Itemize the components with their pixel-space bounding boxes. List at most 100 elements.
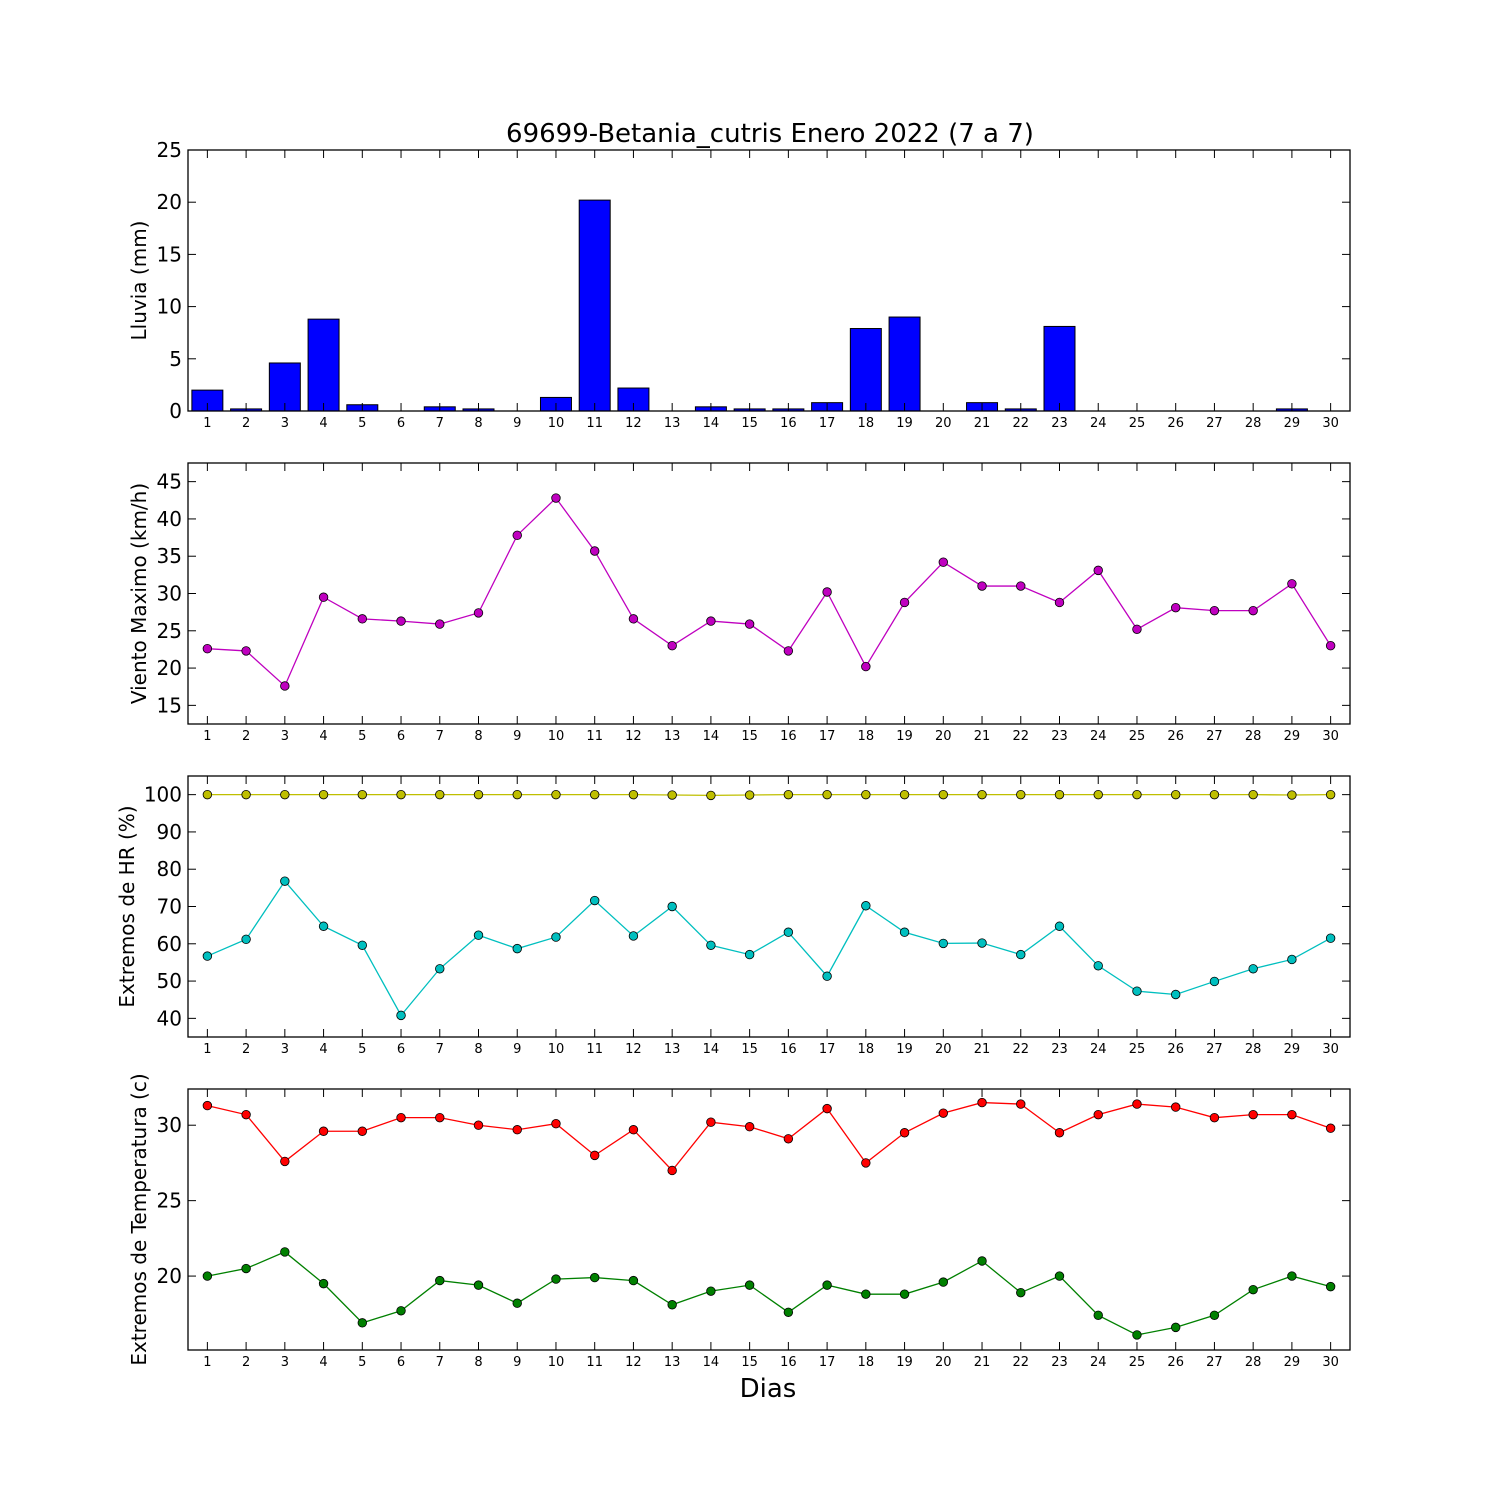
bar-day-4	[307, 318, 340, 412]
x-tick-label: 12	[625, 416, 642, 431]
series-1-point-9	[512, 789, 522, 800]
bar-day-19	[888, 316, 921, 412]
x-tick-label: 30	[1322, 729, 1339, 744]
y-tick-label: 10	[157, 295, 182, 319]
x-tick-label: 10	[548, 1042, 565, 1057]
series-2-point-11	[590, 1272, 600, 1283]
series-2-point-21	[977, 1256, 987, 1266]
series-1-point-1	[202, 789, 213, 800]
x-tick-label: 26	[1167, 729, 1184, 744]
series-1-point-13	[667, 641, 677, 651]
series-2-point-4	[318, 1278, 329, 1289]
plot-frame	[187, 149, 1351, 412]
bar-day-3	[268, 362, 301, 412]
series-1-point-22	[1016, 581, 1026, 591]
series-2-point-9	[512, 943, 522, 954]
series-1-point-30	[1325, 641, 1336, 651]
x-tick-label: 27	[1206, 1042, 1223, 1057]
figure-title: 69699-Betania_cutris Enero 2022 (7 a 7)	[506, 119, 1034, 149]
series-1-point-19	[899, 1128, 910, 1138]
series-2-point-24	[1093, 1310, 1103, 1321]
x-tick-label: 9	[513, 416, 521, 431]
series-2-point-2	[241, 1263, 251, 1274]
series-1-point-29	[1287, 790, 1297, 800]
x-tick-label: 3	[281, 416, 289, 431]
y-tick-label: 20	[157, 656, 182, 680]
series-2-point-27	[1209, 1310, 1220, 1321]
series-1-point-11	[590, 1150, 600, 1161]
series-1-point-23	[1054, 1128, 1065, 1138]
series-2-point-30	[1325, 933, 1336, 943]
series-1-point-28	[1248, 789, 1258, 800]
series-1-point-20	[938, 557, 949, 567]
y-axis-label: Lluvia (mm)	[127, 221, 151, 341]
series-1-point-29	[1287, 1109, 1297, 1120]
series-1-point-12	[628, 789, 639, 800]
x-tick-label: 12	[625, 1042, 642, 1057]
series-1-point-27	[1209, 605, 1220, 616]
x-tick-label: 26	[1167, 1355, 1184, 1370]
x-tick-label: 18	[858, 1355, 875, 1370]
x-tick-label: 28	[1245, 729, 1262, 744]
series-2-point-28	[1248, 1284, 1258, 1295]
series-1-point-8	[473, 789, 484, 800]
x-tick-label: 8	[474, 1042, 482, 1057]
x-tick-label: 27	[1206, 729, 1223, 744]
x-tick-label: 6	[397, 729, 405, 744]
x-tick-label: 24	[1090, 416, 1107, 431]
x-tick-label: 18	[858, 416, 875, 431]
series-1-point-26	[1170, 1102, 1181, 1112]
series-1-point-1	[202, 643, 213, 654]
series-2-point-18	[861, 1289, 871, 1299]
series-1-point-21	[977, 789, 987, 800]
bar-day-23	[1043, 325, 1076, 412]
x-axis-label: Dias	[740, 1374, 797, 1404]
series-1-point-24	[1093, 565, 1103, 576]
y-tick-label: 80	[157, 857, 182, 881]
series-2-point-1	[202, 1271, 213, 1281]
x-tick-label: 19	[896, 1355, 913, 1370]
series-1-point-19	[899, 597, 910, 608]
series-1-point-12	[628, 1125, 639, 1135]
x-tick-label: 21	[974, 1042, 991, 1057]
x-tick-label: 11	[586, 1042, 603, 1057]
series-1-point-18	[861, 661, 871, 672]
series-2-point-14	[706, 1286, 716, 1296]
series-1-point-6	[396, 1112, 406, 1123]
series-1-point-25	[1132, 789, 1142, 800]
series-2-point-10	[551, 1274, 561, 1284]
series-1-point-22	[1016, 1099, 1026, 1109]
y-tick-label: 25	[157, 619, 182, 643]
x-tick-label: 17	[819, 729, 836, 744]
x-tick-label: 21	[974, 1355, 991, 1370]
series-2-point-20	[938, 938, 949, 949]
x-tick-label: 23	[1051, 1355, 1068, 1370]
series-1-point-28	[1248, 605, 1258, 616]
series-1-point-9	[512, 1125, 522, 1135]
series-2-point-3	[280, 876, 290, 886]
series-2-point-16	[783, 927, 794, 937]
y-tick-label: 25	[157, 1189, 182, 1213]
y-tick-label: 45	[157, 470, 182, 494]
series-2-point-25	[1132, 1330, 1142, 1340]
series-1-point-15	[744, 619, 755, 629]
series-2-point-11	[590, 895, 600, 906]
x-tick-label: 2	[242, 1042, 250, 1057]
x-tick-label: 8	[474, 1355, 482, 1370]
x-tick-label: 14	[703, 416, 720, 431]
y-tick-label: 60	[157, 932, 182, 956]
y-tick-label: 30	[157, 582, 182, 606]
x-tick-label: 25	[1129, 1042, 1146, 1057]
series-2-point-22	[1016, 949, 1026, 960]
x-tick-label: 2	[242, 1355, 250, 1370]
series-1-point-10	[551, 493, 561, 503]
y-tick-label: 90	[157, 820, 182, 844]
x-tick-label: 20	[935, 1042, 952, 1057]
series-1-line	[207, 1101, 1331, 1172]
series-2-point-17	[822, 971, 832, 981]
series-1-point-26	[1170, 789, 1181, 800]
x-tick-label: 15	[741, 1042, 758, 1057]
series-1-point-5	[357, 614, 368, 624]
